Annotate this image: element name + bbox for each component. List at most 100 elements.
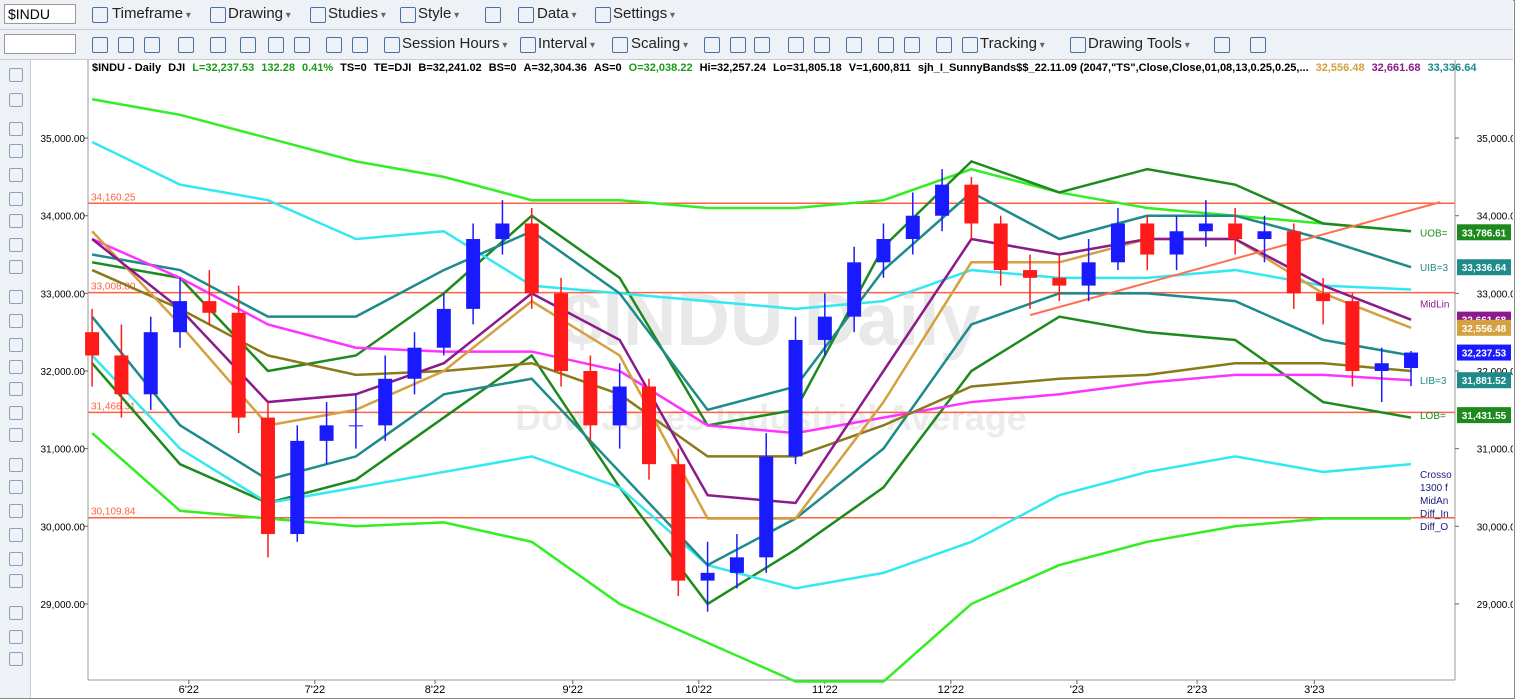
- y-tick-label: 33,000.00: [1477, 289, 1513, 300]
- icon: [518, 7, 534, 23]
- header-field: 32,556.48: [1316, 62, 1365, 74]
- tool-icon[interactable]: [9, 504, 23, 518]
- tool-icon[interactable]: [9, 382, 23, 396]
- menu-item[interactable]: Style: [418, 5, 459, 22]
- icon: [595, 7, 611, 23]
- tool-icon[interactable]: [9, 168, 23, 182]
- x-tick-label: 8'22: [425, 684, 445, 696]
- price-badge: [1457, 319, 1511, 336]
- band-line: [91, 190, 1412, 412]
- menu-item[interactable]: Settings: [613, 5, 675, 22]
- y-tick-label: 29,000.00: [1477, 600, 1513, 611]
- tool-icon[interactable]: [9, 260, 23, 274]
- price-badge: [1457, 259, 1511, 276]
- tool-icon[interactable]: [9, 480, 23, 494]
- candle-body: [788, 339, 803, 457]
- y-tick-label: 34,000.00: [41, 212, 86, 223]
- header-field: O=32,038.22: [629, 62, 693, 74]
- candle-body: [612, 386, 627, 426]
- dropdown[interactable]: [4, 34, 76, 54]
- price-chart: $INDU Daily Dow Jones Industrial Average…: [31, 60, 1513, 697]
- candle-body: [1257, 231, 1272, 240]
- icon: [936, 37, 952, 53]
- y-tick-label: 30,000.00: [41, 522, 86, 533]
- icon: [384, 37, 400, 53]
- tool-icon[interactable]: [9, 144, 23, 158]
- header-field: TE=DJI: [374, 62, 412, 74]
- menu-item[interactable]: Timeframe: [112, 5, 191, 22]
- study-note: Crosso: [1420, 470, 1452, 481]
- tool-icon[interactable]: [9, 338, 23, 352]
- tool-icon[interactable]: [9, 122, 23, 136]
- tool-icon[interactable]: [9, 68, 23, 82]
- icon: [904, 37, 920, 53]
- icon: [814, 37, 830, 53]
- candle-body: [348, 425, 363, 427]
- x-tick-label: '23: [1070, 684, 1084, 696]
- band-tag: UOB=: [1420, 228, 1448, 239]
- price-badge-label: 31,881.52: [1462, 376, 1507, 387]
- icon: [878, 37, 894, 53]
- header-field: AS=0: [594, 62, 622, 74]
- candle-body: [641, 386, 656, 465]
- x-tick-label: 12'22: [938, 684, 965, 696]
- menu-item[interactable]: Tracking: [980, 35, 1045, 52]
- band-tag: MidLin: [1420, 300, 1449, 311]
- x-tick-label: 6'22: [179, 684, 199, 696]
- tool-icon[interactable]: [9, 652, 23, 666]
- band-tag: LIB=3: [1420, 376, 1447, 387]
- tool-icon[interactable]: [9, 238, 23, 252]
- price-badge-label: 33,336.64: [1462, 263, 1507, 274]
- candle-body: [554, 293, 569, 371]
- price-badge: [1457, 344, 1511, 361]
- header-field: TS=0: [340, 62, 367, 74]
- tool-icon[interactable]: [9, 406, 23, 420]
- tool-icon[interactable]: [9, 528, 23, 542]
- tool-icon[interactable]: [9, 192, 23, 206]
- symbol-box[interactable]: $INDU: [4, 4, 76, 24]
- band-line: [91, 98, 1412, 233]
- icon: [92, 37, 108, 53]
- candle-body: [114, 355, 129, 395]
- candle-body: [1140, 223, 1155, 255]
- menu-item[interactable]: Drawing: [228, 5, 291, 22]
- tool-icon[interactable]: [9, 630, 23, 644]
- menu-item[interactable]: Drawing Tools: [1088, 35, 1190, 52]
- header-field: L=32,237.53: [192, 62, 254, 74]
- y-tick-label: 32,000.00: [41, 367, 86, 378]
- y-tick-label: 34,000.00: [1477, 212, 1513, 223]
- band-line: [91, 237, 1412, 505]
- price-badge: [1457, 224, 1511, 241]
- tool-icon[interactable]: [9, 574, 23, 588]
- tool-icon[interactable]: [9, 606, 23, 620]
- menu-item[interactable]: Interval: [538, 35, 595, 52]
- candle-body: [759, 456, 774, 558]
- tool-icon[interactable]: [9, 93, 23, 107]
- icon: [178, 37, 194, 53]
- candle-body: [407, 347, 422, 379]
- menu-item[interactable]: Scaling: [631, 35, 688, 52]
- candle-body: [524, 223, 539, 294]
- x-tick-label: 3'23: [1304, 684, 1324, 696]
- tool-icon[interactable]: [9, 552, 23, 566]
- tool-icon[interactable]: [9, 458, 23, 472]
- tool-icon[interactable]: [9, 360, 23, 374]
- tool-icon[interactable]: [9, 428, 23, 442]
- header-field: V=1,600,811: [849, 62, 911, 74]
- band-line: [91, 432, 1412, 683]
- icon: [240, 37, 256, 53]
- chart-header: $INDU - Daily DJI L=32,237.53 132.28 0.41% TS…: [92, 62, 1477, 74]
- icon: [118, 37, 134, 53]
- tool-icon[interactable]: [9, 214, 23, 228]
- menu-item[interactable]: Studies: [328, 5, 386, 22]
- tool-icon[interactable]: [9, 290, 23, 304]
- x-tick-label: 7'22: [305, 684, 325, 696]
- menu-item[interactable]: Data: [537, 5, 577, 22]
- candle-body: [935, 184, 950, 216]
- header-field: sjh_I_SunnyBands$$_22.11.09 (2047,"TS",C…: [918, 62, 1309, 74]
- menu-item[interactable]: Session Hours: [402, 35, 507, 52]
- tool-icon[interactable]: [9, 314, 23, 328]
- candle-body: [290, 440, 305, 535]
- icon: [326, 37, 342, 53]
- candle-body: [1198, 223, 1213, 232]
